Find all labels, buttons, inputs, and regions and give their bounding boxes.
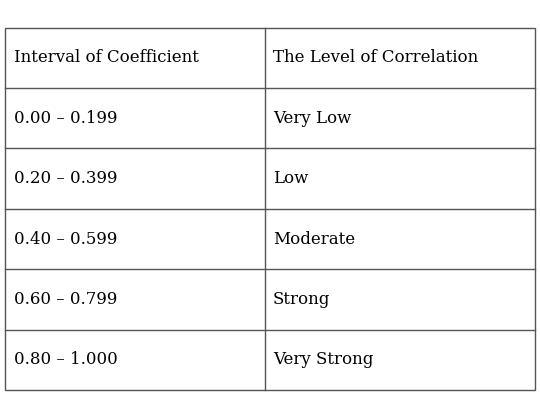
Text: 0.40 – 0.599: 0.40 – 0.599 — [14, 230, 117, 247]
Text: The Level of Correlation: The Level of Correlation — [273, 49, 478, 66]
Text: 0.00 – 0.199: 0.00 – 0.199 — [14, 110, 117, 127]
Text: Low: Low — [273, 170, 308, 187]
Text: 0.80 – 1.000: 0.80 – 1.000 — [14, 351, 117, 368]
Text: Strong: Strong — [273, 291, 330, 308]
Text: Moderate: Moderate — [273, 230, 355, 247]
Text: Very Low: Very Low — [273, 110, 351, 127]
Text: Interval of Coefficient: Interval of Coefficient — [14, 49, 198, 66]
Text: Very Strong: Very Strong — [273, 351, 373, 368]
Text: 0.60 – 0.799: 0.60 – 0.799 — [14, 291, 117, 308]
Text: 0.20 – 0.399: 0.20 – 0.399 — [14, 170, 117, 187]
